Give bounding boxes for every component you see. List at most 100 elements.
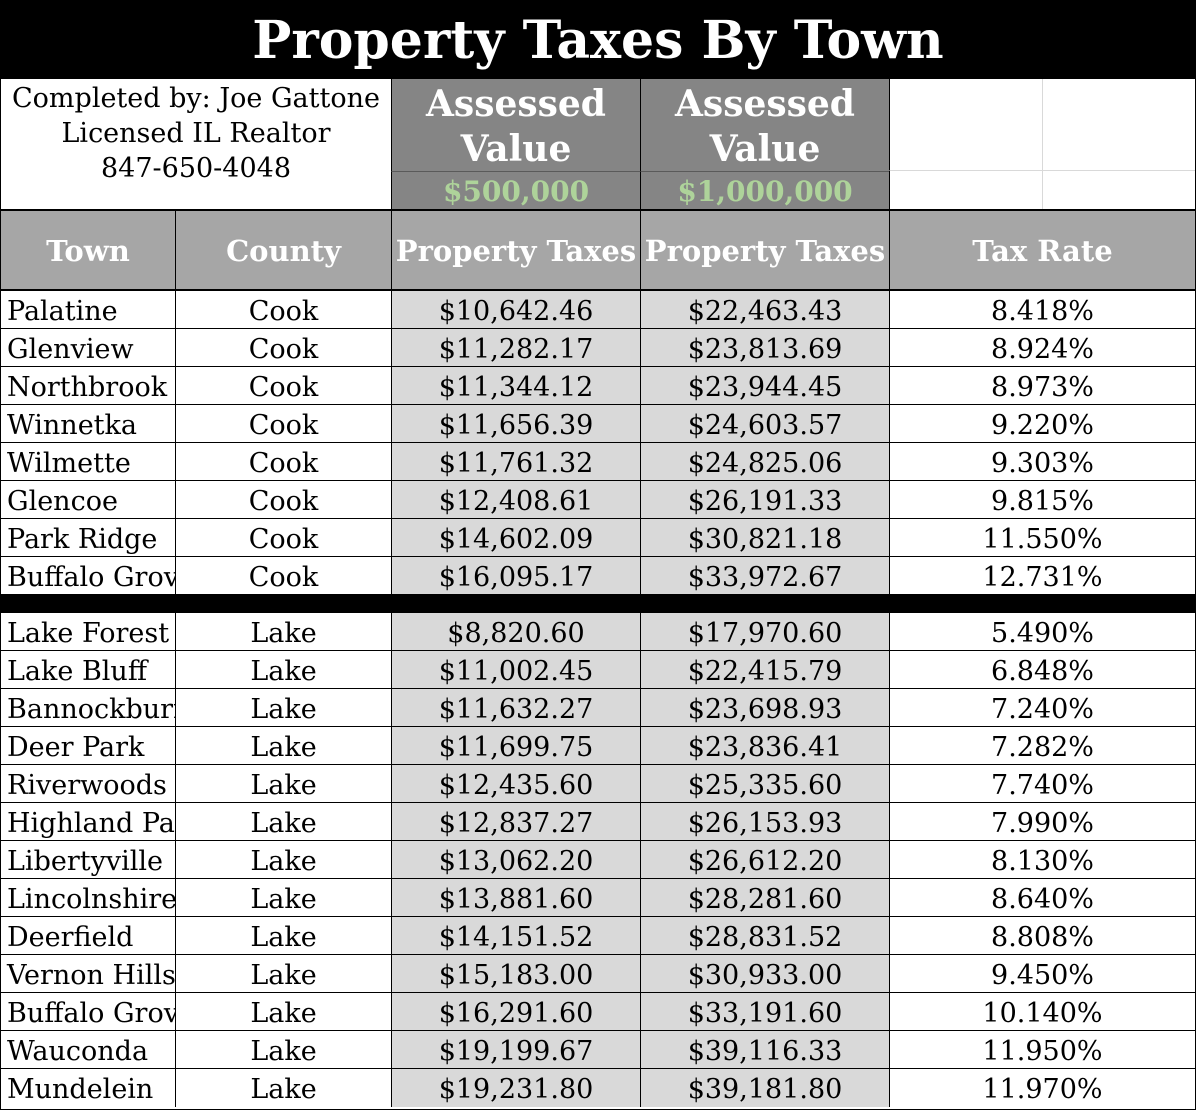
- tax-rate-cell[interactable]: 7.240%: [889, 689, 1195, 726]
- tax-rate-cell[interactable]: 6.848%: [889, 651, 1195, 688]
- taxes-500k-cell[interactable]: $16,291.60: [391, 993, 640, 1030]
- town-cell[interactable]: Deerfield: [7, 922, 134, 953]
- town-cell[interactable]: Vernon Hills: [7, 960, 175, 991]
- taxes-1m-cell[interactable]: $26,612.20: [640, 841, 889, 878]
- taxes-500k-cell[interactable]: $14,151.52: [391, 917, 640, 954]
- tax-rate-cell[interactable]: 8.924%: [889, 329, 1195, 366]
- taxes-1m-cell[interactable]: $28,831.52: [640, 917, 889, 954]
- county-cell[interactable]: Cook: [175, 329, 391, 366]
- county-cell[interactable]: Lake: [175, 651, 391, 688]
- taxes-1m-cell[interactable]: $23,813.69: [640, 329, 889, 366]
- tax-rate-cell[interactable]: 9.303%: [889, 443, 1195, 480]
- taxes-1m-cell[interactable]: $26,153.93: [640, 803, 889, 840]
- taxes-1m-cell[interactable]: $17,970.60: [640, 613, 889, 650]
- taxes-1m-cell[interactable]: $23,944.45: [640, 367, 889, 404]
- tax-rate-cell[interactable]: 8.640%: [889, 879, 1195, 916]
- tax-rate-cell[interactable]: 5.490%: [889, 613, 1195, 650]
- taxes-1m-cell[interactable]: $22,463.43: [640, 291, 889, 328]
- taxes-1m-cell[interactable]: $25,335.60: [640, 765, 889, 802]
- town-cell[interactable]: Bannockburn: [7, 694, 175, 725]
- county-cell[interactable]: Cook: [175, 405, 391, 442]
- county-cell[interactable]: Lake: [175, 917, 391, 954]
- taxes-1m-cell[interactable]: $24,825.06: [640, 443, 889, 480]
- taxes-1m-cell[interactable]: $33,972.67: [640, 557, 889, 594]
- county-cell[interactable]: Lake: [175, 879, 391, 916]
- county-cell[interactable]: Lake: [175, 955, 391, 992]
- county-cell[interactable]: Lake: [175, 1031, 391, 1068]
- taxes-500k-cell[interactable]: $10,642.46: [391, 291, 640, 328]
- taxes-500k-cell[interactable]: $13,881.60: [391, 879, 640, 916]
- tax-rate-cell[interactable]: 11.950%: [889, 1031, 1195, 1068]
- county-cell[interactable]: Cook: [175, 367, 391, 404]
- taxes-500k-cell[interactable]: $15,183.00: [391, 955, 640, 992]
- county-cell[interactable]: Cook: [175, 557, 391, 594]
- county-cell[interactable]: Cook: [175, 443, 391, 480]
- taxes-500k-cell[interactable]: $11,761.32: [391, 443, 640, 480]
- town-cell[interactable]: Highland Park: [7, 808, 175, 839]
- town-cell[interactable]: Deer Park: [7, 732, 145, 763]
- taxes-500k-cell[interactable]: $19,199.67: [391, 1031, 640, 1068]
- county-cell[interactable]: Lake: [175, 841, 391, 878]
- county-cell[interactable]: Cook: [175, 291, 391, 328]
- taxes-500k-cell[interactable]: $14,602.09: [391, 519, 640, 556]
- tax-rate-cell[interactable]: 10.140%: [889, 993, 1195, 1030]
- town-cell[interactable]: Lake Bluff: [7, 656, 147, 687]
- tax-rate-cell[interactable]: 8.130%: [889, 841, 1195, 878]
- county-cell[interactable]: Lake: [175, 689, 391, 726]
- empty-cell[interactable]: [889, 171, 1043, 209]
- tax-rate-cell[interactable]: 9.450%: [889, 955, 1195, 992]
- town-cell[interactable]: Palatine: [7, 296, 118, 327]
- taxes-1m-cell[interactable]: $23,836.41: [640, 727, 889, 764]
- taxes-500k-cell[interactable]: $12,837.27: [391, 803, 640, 840]
- county-cell[interactable]: Lake: [175, 727, 391, 764]
- tax-rate-cell[interactable]: 9.815%: [889, 481, 1195, 518]
- tax-rate-cell[interactable]: 7.282%: [889, 727, 1195, 764]
- town-cell[interactable]: Buffalo Grove: [7, 998, 175, 1029]
- tax-rate-cell[interactable]: 12.731%: [889, 557, 1195, 594]
- taxes-500k-cell[interactable]: $11,344.12: [391, 367, 640, 404]
- taxes-1m-cell[interactable]: $33,191.60: [640, 993, 889, 1030]
- county-cell[interactable]: Lake: [175, 613, 391, 650]
- tax-rate-cell[interactable]: 7.740%: [889, 765, 1195, 802]
- taxes-500k-cell[interactable]: $13,062.20: [391, 841, 640, 878]
- taxes-500k-cell[interactable]: $11,002.45: [391, 651, 640, 688]
- tax-rate-cell[interactable]: 8.418%: [889, 291, 1195, 328]
- county-cell[interactable]: Lake: [175, 803, 391, 840]
- town-cell[interactable]: Northbrook: [7, 372, 168, 403]
- taxes-500k-cell[interactable]: $12,408.61: [391, 481, 640, 518]
- tax-rate-cell[interactable]: 9.220%: [889, 405, 1195, 442]
- empty-cell[interactable]: [1043, 79, 1195, 171]
- town-cell[interactable]: Riverwoods: [7, 770, 167, 801]
- town-cell[interactable]: Glenview: [7, 334, 134, 365]
- taxes-1m-cell[interactable]: $24,603.57: [640, 405, 889, 442]
- town-cell[interactable]: Wilmette: [7, 448, 131, 479]
- tax-rate-cell[interactable]: 11.550%: [889, 519, 1195, 556]
- header-tax-rate[interactable]: Tax Rate: [889, 211, 1195, 289]
- town-cell[interactable]: Lincolnshire: [7, 884, 175, 915]
- empty-cell[interactable]: [889, 79, 1043, 171]
- taxes-500k-cell[interactable]: $11,632.27: [391, 689, 640, 726]
- empty-cell[interactable]: [1043, 171, 1195, 209]
- tax-rate-cell[interactable]: 7.990%: [889, 803, 1195, 840]
- taxes-500k-cell[interactable]: $19,231.80: [391, 1069, 640, 1107]
- taxes-1m-cell[interactable]: $28,281.60: [640, 879, 889, 916]
- county-cell[interactable]: Lake: [175, 993, 391, 1030]
- tax-rate-cell[interactable]: 8.973%: [889, 367, 1195, 404]
- taxes-1m-cell[interactable]: $39,181.80: [640, 1069, 889, 1107]
- taxes-500k-cell[interactable]: $11,282.17: [391, 329, 640, 366]
- town-cell[interactable]: Wauconda: [7, 1036, 149, 1067]
- town-cell[interactable]: Libertyville: [7, 846, 163, 877]
- taxes-500k-cell[interactable]: $11,656.39: [391, 405, 640, 442]
- header-county[interactable]: County: [175, 211, 391, 289]
- header-taxes-1m[interactable]: Property Taxes: [640, 211, 889, 289]
- county-cell[interactable]: Lake: [175, 1069, 391, 1107]
- taxes-1m-cell[interactable]: $30,933.00: [640, 955, 889, 992]
- town-cell[interactable]: Winnetka: [7, 410, 137, 441]
- town-cell[interactable]: Glencoe: [7, 486, 118, 517]
- taxes-1m-cell[interactable]: $22,415.79: [640, 651, 889, 688]
- county-cell[interactable]: Cook: [175, 481, 391, 518]
- town-cell[interactable]: Park Ridge: [7, 524, 158, 555]
- town-cell[interactable]: Lake Forest: [7, 618, 170, 649]
- tax-rate-cell[interactable]: 11.970%: [889, 1069, 1195, 1107]
- header-town[interactable]: Town: [46, 234, 130, 268]
